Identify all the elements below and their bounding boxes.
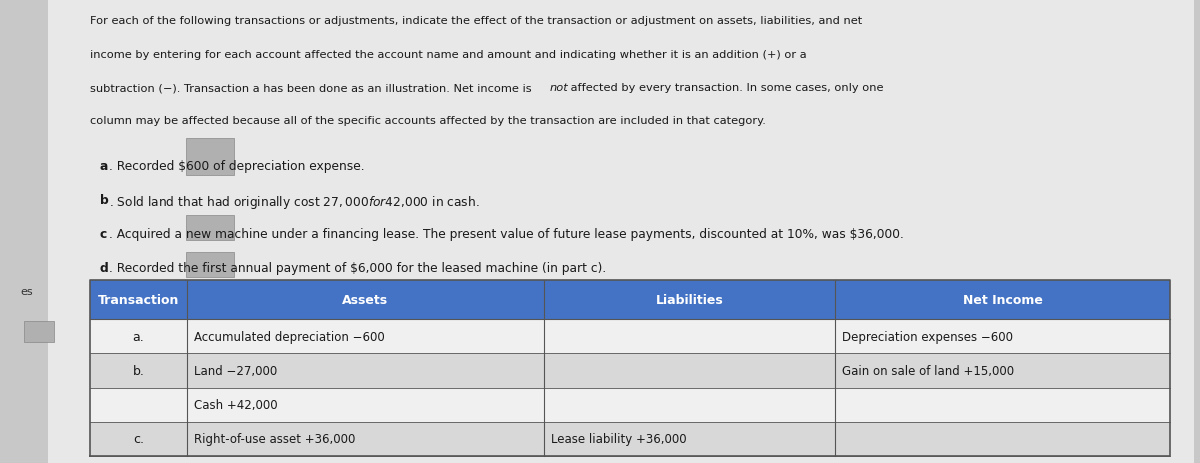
FancyBboxPatch shape (90, 422, 1170, 456)
FancyBboxPatch shape (90, 280, 1170, 319)
Text: Net Income: Net Income (962, 293, 1043, 307)
FancyBboxPatch shape (24, 322, 54, 343)
FancyBboxPatch shape (186, 215, 234, 241)
Text: c.: c. (133, 432, 144, 445)
Text: For each of the following transactions or adjustments, indicate the effect of th: For each of the following transactions o… (90, 16, 863, 26)
Text: before the sale transaction can be recorded. Record the adjustment and the sale.: before the sale transaction can be recor… (100, 430, 612, 443)
Text: income by entering for each account affected the account name and amount and ind: income by entering for each account affe… (90, 50, 806, 60)
FancyBboxPatch shape (90, 354, 1170, 388)
Text: b.: b. (133, 364, 144, 377)
Text: account has an unadjusted balance of $66,000. It was determined that a $3,000 ye: account has an unadjusted balance of $66… (100, 396, 882, 413)
Text: a.: a. (133, 330, 144, 343)
Text: Land −27,000: Land −27,000 (194, 364, 277, 377)
Text: not: not (550, 83, 569, 93)
Text: Right-of-use asset +36,000: Right-of-use asset +36,000 (194, 432, 355, 445)
Text: . Sold land that had originally cost $27,000 for $42,000 in cash.: . Sold land that had originally cost $27… (109, 194, 480, 211)
Text: column may be affected because all of the specific accounts affected by the tran: column may be affected because all of th… (90, 116, 766, 126)
Text: Assets: Assets (342, 293, 389, 307)
Text: . Sold used production equipment for $42,000 in cash. The equipment originally c: . Sold used production equipment for $42… (109, 363, 874, 380)
Text: subtraction (−). Transaction a has been done as an illustration. Net income is: subtraction (−). Transaction a has been … (90, 83, 535, 93)
Text: Transaction: Transaction (98, 293, 179, 307)
Text: e: e (100, 295, 108, 308)
Text: c: c (100, 227, 107, 240)
Text: . Recorded a $18,000 payment for the cost of developing and registering a tradem: . Recorded a $18,000 payment for the cos… (109, 295, 641, 308)
Text: . Recognized periodic amortization for the trademark (in part e) using a 40-year: . Recognized periodic amortization for t… (109, 329, 667, 342)
Text: d: d (100, 261, 108, 274)
Text: Accumulated depreciation −600: Accumulated depreciation −600 (194, 330, 385, 343)
Text: Cash +42,000: Cash +42,000 (194, 398, 278, 411)
FancyBboxPatch shape (48, 0, 1194, 463)
Text: f: f (100, 329, 104, 342)
Text: Liabilities: Liabilities (655, 293, 724, 307)
Text: . Recorded the first annual payment of $6,000 for the leased machine (in part c): . Recorded the first annual payment of $… (109, 261, 606, 274)
Text: . Recorded $600 of depreciation expense.: . Recorded $600 of depreciation expense. (109, 160, 365, 173)
Text: Lease liability +36,000: Lease liability +36,000 (551, 432, 686, 445)
FancyBboxPatch shape (186, 139, 234, 176)
Text: Depreciation expenses −600: Depreciation expenses −600 (842, 330, 1014, 343)
Text: Gain on sale of land +15,000: Gain on sale of land +15,000 (842, 364, 1014, 377)
Text: es: es (20, 287, 32, 297)
FancyBboxPatch shape (90, 319, 1170, 354)
FancyBboxPatch shape (186, 252, 234, 278)
Text: . Acquired a new machine under a financing lease. The present value of future le: . Acquired a new machine under a financi… (109, 227, 904, 240)
Text: a: a (100, 160, 108, 173)
Text: b: b (100, 194, 108, 206)
Text: affected by every transaction. In some cases, only one: affected by every transaction. In some c… (568, 83, 883, 93)
FancyBboxPatch shape (90, 388, 1170, 422)
Text: g: g (100, 363, 108, 375)
